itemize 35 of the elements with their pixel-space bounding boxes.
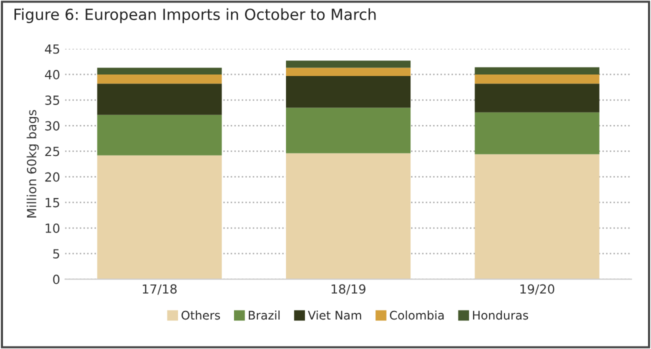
y-tick-label: 40 [44, 70, 60, 80]
legend-label: Viet Nam [308, 310, 362, 320]
legend-label: Others [182, 310, 220, 320]
y-tick-label: 15 [46, 198, 60, 208]
y-tick-label: 10 [46, 223, 60, 233]
bar [286, 153, 411, 280]
bar [286, 68, 411, 76]
bar [286, 60, 411, 68]
bar [97, 74, 222, 84]
legend-label: Honduras [473, 310, 528, 320]
bar [97, 114, 222, 156]
y-tick-label: 35 [45, 96, 60, 105]
legend-label: Colombia [390, 310, 444, 320]
bar [97, 68, 222, 74]
bar [474, 74, 600, 84]
y-tick-label: 30 [45, 121, 60, 131]
y-tick-label: 20 [45, 172, 60, 182]
y-tick-label: 5 [53, 249, 60, 259]
chart-title: Figure 6: European Imports in October to March [14, 8, 376, 24]
y-tick-label: 45 [44, 44, 60, 54]
bar [474, 84, 600, 112]
bar [97, 84, 222, 115]
y-axis-title: Million 60kg bags [26, 110, 39, 218]
bar [286, 76, 411, 108]
bar [97, 155, 222, 280]
legend-label: Brazil [248, 310, 280, 320]
bar [474, 67, 600, 74]
bar [286, 108, 411, 154]
x-tick-label: 19/20 [520, 284, 554, 295]
bar [474, 154, 600, 280]
y-tick-label: 0 [53, 274, 60, 284]
y-tick-label: 25 [45, 146, 60, 156]
x-tick-label: 18/19 [332, 284, 366, 295]
bar [474, 112, 600, 154]
x-tick-label: 17/18 [142, 284, 177, 295]
